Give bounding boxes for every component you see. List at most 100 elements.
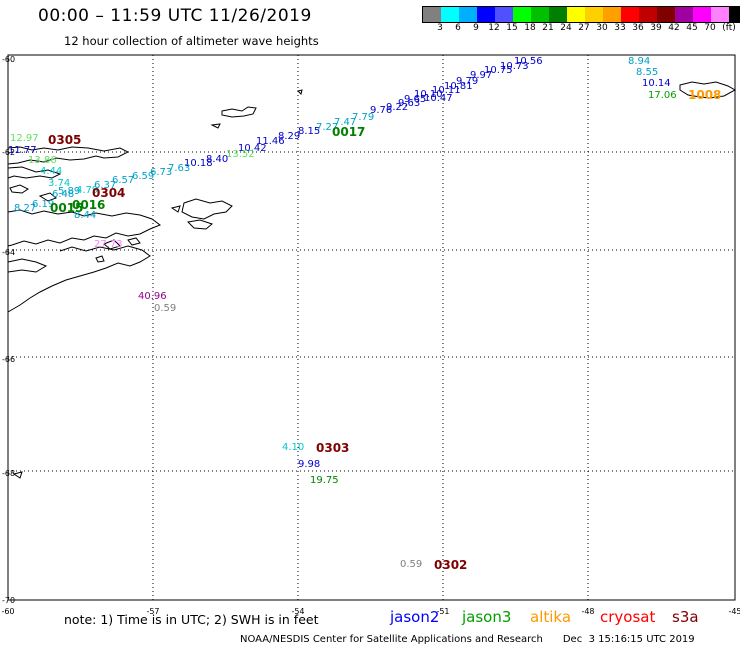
wave-height-value: 10.47: [424, 93, 453, 104]
wave-height-value: 3.74: [48, 178, 70, 189]
wave-height-value: 0.59: [400, 559, 422, 570]
wave-height-value: 19.75: [310, 475, 339, 486]
longitude-label: -60: [1, 607, 14, 616]
legend-tick-label: 39: [650, 23, 662, 33]
wave-height-value: 0.59: [154, 303, 176, 314]
wave-height-value: 8.44: [74, 210, 96, 221]
pass-id-label: 0304: [92, 186, 125, 200]
pass-id-label: 0303: [316, 441, 349, 455]
wave-height-value: 10.75: [484, 65, 513, 76]
wave-height-value: 8.40: [206, 154, 228, 165]
graticule: [8, 55, 735, 600]
wave-height-value: 8.94: [628, 56, 650, 67]
legend-tick-label: 70: [704, 23, 716, 33]
wave-height-value: 6.37: [94, 180, 116, 191]
footnote: note: 1) Time is in UTC; 2) SWH is in fe…: [64, 612, 319, 627]
longitude-label: -57: [146, 607, 159, 616]
wave-height-value: 10.14: [642, 78, 671, 89]
pass-id-label: 0305: [48, 133, 81, 147]
legend-tick-label: 30: [596, 23, 608, 33]
latitude-label: -64: [2, 248, 15, 257]
longitude-label: -54: [291, 607, 304, 616]
wave-height-value: 8.29: [278, 131, 300, 142]
legend-tick-label: 24: [560, 23, 572, 33]
legend-swatch: [621, 7, 639, 22]
wave-height-value: 12.97: [10, 133, 39, 144]
pass-id-label: 0016: [72, 198, 105, 212]
latitude-label: -62: [2, 148, 15, 157]
pass-id-label: 0302: [434, 558, 467, 572]
wave-height-value: 8.55: [636, 67, 658, 78]
wave-height-value: 10.81: [444, 81, 473, 92]
wave-height-value: 40.96: [138, 291, 167, 302]
longitude-label: -45: [728, 607, 740, 616]
wave-height-value: 10.18: [184, 158, 213, 169]
legend-swatch: [603, 7, 621, 22]
legend-swatch: [477, 7, 495, 22]
latitude-label: -70: [2, 596, 15, 605]
satellite-name: s3a: [672, 608, 699, 626]
coastline: [7, 81, 737, 479]
latitude-label: -68: [2, 469, 15, 478]
wave-height-value: 6.19: [32, 199, 54, 210]
wave-height-value: 17.06: [648, 90, 677, 101]
axis-labels: -60 -62 -64 -66 -68 -70 -60 -57 -54 -51 -48 -45: [1, 55, 740, 616]
legend-tick-label: 6: [455, 23, 461, 33]
legend-tick-label: 36: [632, 23, 644, 33]
wave-height-labels: 10.5610.7310.759.979.7910.8110.1110.1010…: [8, 56, 677, 570]
legend-tick-label: 12: [488, 23, 500, 33]
wave-height-value: 8.27: [14, 203, 36, 214]
legend-swatch: [495, 7, 513, 22]
legend-swatch: [513, 7, 531, 22]
wave-height-value: 6.57: [112, 175, 134, 186]
longitude-label: -48: [581, 607, 594, 616]
color-scale-legend: [422, 6, 740, 23]
wave-height-value: 7.27: [316, 122, 338, 133]
latitude-label: -60: [2, 55, 15, 64]
wave-height-value: 8.15: [298, 126, 320, 137]
legend-swatch: [567, 7, 585, 22]
legend-swatch: [549, 7, 567, 22]
wave-height-value: 11.46: [256, 136, 285, 147]
legend-swatch: [657, 7, 675, 22]
map-frame: [7, 54, 736, 601]
wave-height-value: 9.63: [398, 98, 420, 109]
wave-height-value: 9.79: [456, 76, 478, 87]
legend-tick-label: 9: [473, 23, 479, 33]
wave-height-value: 7.79: [352, 112, 374, 123]
wave-height-value: 10.56: [514, 56, 543, 67]
legend-unit: (ft): [722, 23, 736, 33]
legend-swatch: [459, 7, 477, 22]
wave-height-value: 4.44: [40, 166, 62, 177]
wave-height-value: 5.89: [58, 186, 80, 197]
map-subtitle: 12 hour collection of altimeter wave hei…: [64, 34, 319, 48]
legend-tick-label: 3: [437, 23, 443, 33]
wave-height-value: 10.42: [238, 143, 267, 154]
generated-timestamp: Dec 3 15:16:15 UTC 2019: [562, 634, 695, 645]
wave-height-value: 9.97: [470, 70, 492, 81]
wave-height-value: 4.10: [282, 442, 304, 453]
legend-tick-label: 27: [578, 23, 590, 33]
legend-tick-label: 15: [506, 23, 518, 33]
wave-height-value: 4.79: [76, 185, 98, 196]
wave-height-value: 27.73: [94, 239, 123, 250]
wave-height-value: 9.22: [386, 102, 408, 113]
legend-tick-label: 18: [524, 23, 536, 33]
wave-height-value: 7.63: [168, 163, 190, 174]
satellite-name: cryosat: [600, 608, 656, 626]
wave-height-value: 9.98: [298, 459, 320, 470]
wave-height-value: 10.11: [432, 85, 461, 96]
legend-swatch: [729, 7, 740, 22]
satellite-name: altika: [530, 608, 572, 626]
legend-swatch: [711, 7, 729, 22]
wave-height-value: 6.59: [132, 171, 154, 182]
map-title: 00:00 – 11:59 UTC 11/26/2019: [38, 6, 312, 26]
wave-height-value: 10.10: [414, 89, 443, 100]
wave-height-value: 9.65: [404, 94, 426, 105]
wave-height-value: 6.73: [150, 167, 172, 178]
wave-height-value: 13.86: [28, 155, 57, 166]
latitude-label: -66: [2, 355, 15, 364]
credit-text: NOAA/NESDIS Center for Satellite Applica…: [240, 634, 543, 645]
